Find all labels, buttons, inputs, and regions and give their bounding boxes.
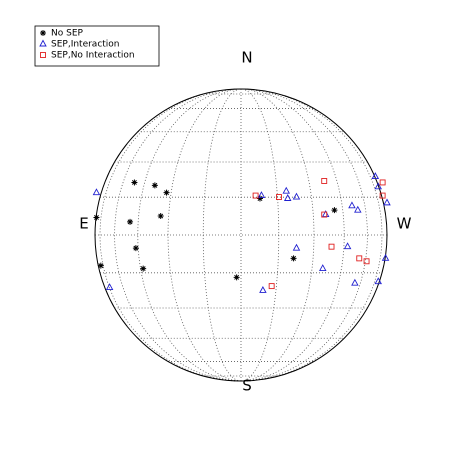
marker	[292, 243, 301, 251]
marker	[321, 210, 330, 218]
marker	[290, 255, 297, 262]
marker	[151, 182, 158, 189]
legend-label: SEP,Interaction	[51, 40, 120, 50]
marker	[97, 262, 104, 269]
marker	[268, 283, 275, 290]
meridian	[99, 88, 242, 382]
marker	[93, 214, 100, 221]
marker	[381, 253, 390, 261]
marker	[163, 189, 170, 196]
marker	[348, 201, 356, 209]
marker	[354, 205, 362, 213]
direction-label: E	[79, 215, 88, 233]
solar-disk	[94, 88, 388, 382]
marker	[92, 188, 101, 196]
marker	[331, 207, 338, 214]
markers	[92, 172, 391, 293]
marker	[157, 213, 164, 220]
meridian	[240, 88, 383, 382]
meridian	[240, 88, 280, 382]
marker	[40, 30, 46, 36]
marker	[356, 255, 363, 262]
marker	[40, 52, 46, 58]
marker	[131, 179, 138, 186]
marker	[379, 192, 386, 199]
marker	[371, 172, 380, 180]
marker	[343, 242, 352, 250]
marker	[276, 194, 282, 200]
marker	[321, 211, 328, 218]
meridian	[240, 88, 315, 382]
marker	[127, 218, 134, 225]
marker	[321, 178, 328, 184]
marker	[282, 186, 291, 194]
marker	[292, 192, 301, 200]
marker	[256, 195, 263, 202]
marker	[319, 264, 327, 272]
marker	[283, 194, 292, 201]
legend-label: SEP,No Interaction	[51, 51, 135, 61]
marker	[363, 258, 370, 265]
marker	[328, 243, 335, 250]
marker	[383, 198, 391, 206]
marker	[233, 274, 240, 281]
marker	[132, 245, 139, 252]
marker	[252, 192, 259, 199]
marker	[257, 191, 266, 199]
marker	[39, 39, 47, 47]
legend-box	[34, 25, 160, 67]
marker	[140, 265, 147, 272]
marker	[379, 179, 386, 186]
marker	[374, 182, 382, 190]
disk-grid	[95, 88, 387, 382]
direction-label: N	[241, 49, 252, 67]
direction-label: S	[242, 377, 252, 395]
legend-label: No SEP	[51, 29, 83, 39]
marker	[259, 286, 267, 293]
direction-label: W	[397, 215, 412, 233]
marker	[105, 283, 114, 291]
marker	[351, 278, 359, 286]
marker	[374, 277, 382, 285]
